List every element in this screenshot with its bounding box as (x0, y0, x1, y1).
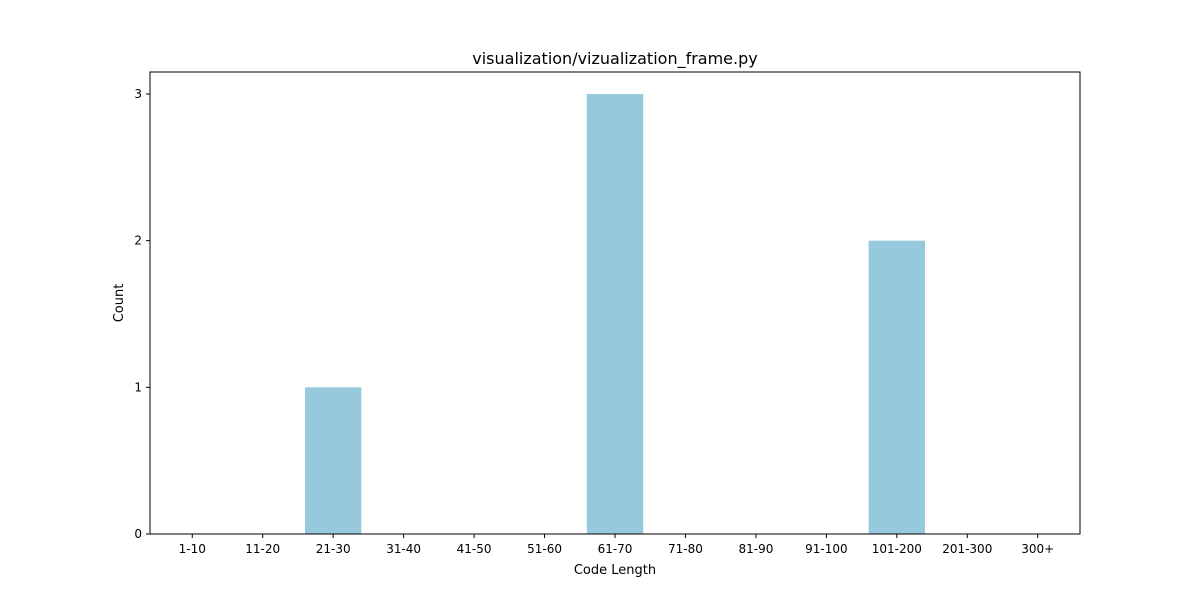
plot-frame (149, 71, 1081, 535)
y-tick-label: 3 (134, 87, 142, 101)
y-tick-label: 0 (134, 527, 142, 541)
x-tick-label: 201-300 (942, 542, 992, 556)
bar-21-30 (305, 387, 362, 534)
y-tick-label: 2 (134, 234, 142, 248)
bars-layer (305, 94, 925, 534)
x-tick-label: 300+ (1021, 542, 1054, 556)
bar-61-70 (586, 94, 644, 534)
x-tick-label: 1-10 (179, 542, 206, 556)
chart-title: visualization/vizualization_frame.py (472, 49, 757, 69)
x-tick-label: 91-100 (805, 542, 848, 556)
ticks-layer: 1-10 11-20 21-30 31-40 41-50 51-60 61-70 71-80 8… (134, 87, 1054, 556)
x-tick-label: 71-80 (668, 542, 703, 556)
y-axis-label: Count (112, 284, 127, 323)
x-tick-label: 81-90 (738, 542, 773, 556)
x-tick-label: 101-200 (872, 542, 922, 556)
y-tick-label: 1 (134, 380, 142, 394)
x-tick-label: 51-60 (527, 542, 562, 556)
x-tick-label: 61-70 (598, 542, 633, 556)
bar-101-200 (868, 240, 925, 534)
x-tick-label: 41-50 (457, 542, 492, 556)
x-tick-label: 21-30 (316, 542, 351, 556)
x-axis-label: Code Length (574, 563, 656, 578)
x-tick-label: 11-20 (245, 542, 280, 556)
x-tick-label: 31-40 (386, 542, 421, 556)
